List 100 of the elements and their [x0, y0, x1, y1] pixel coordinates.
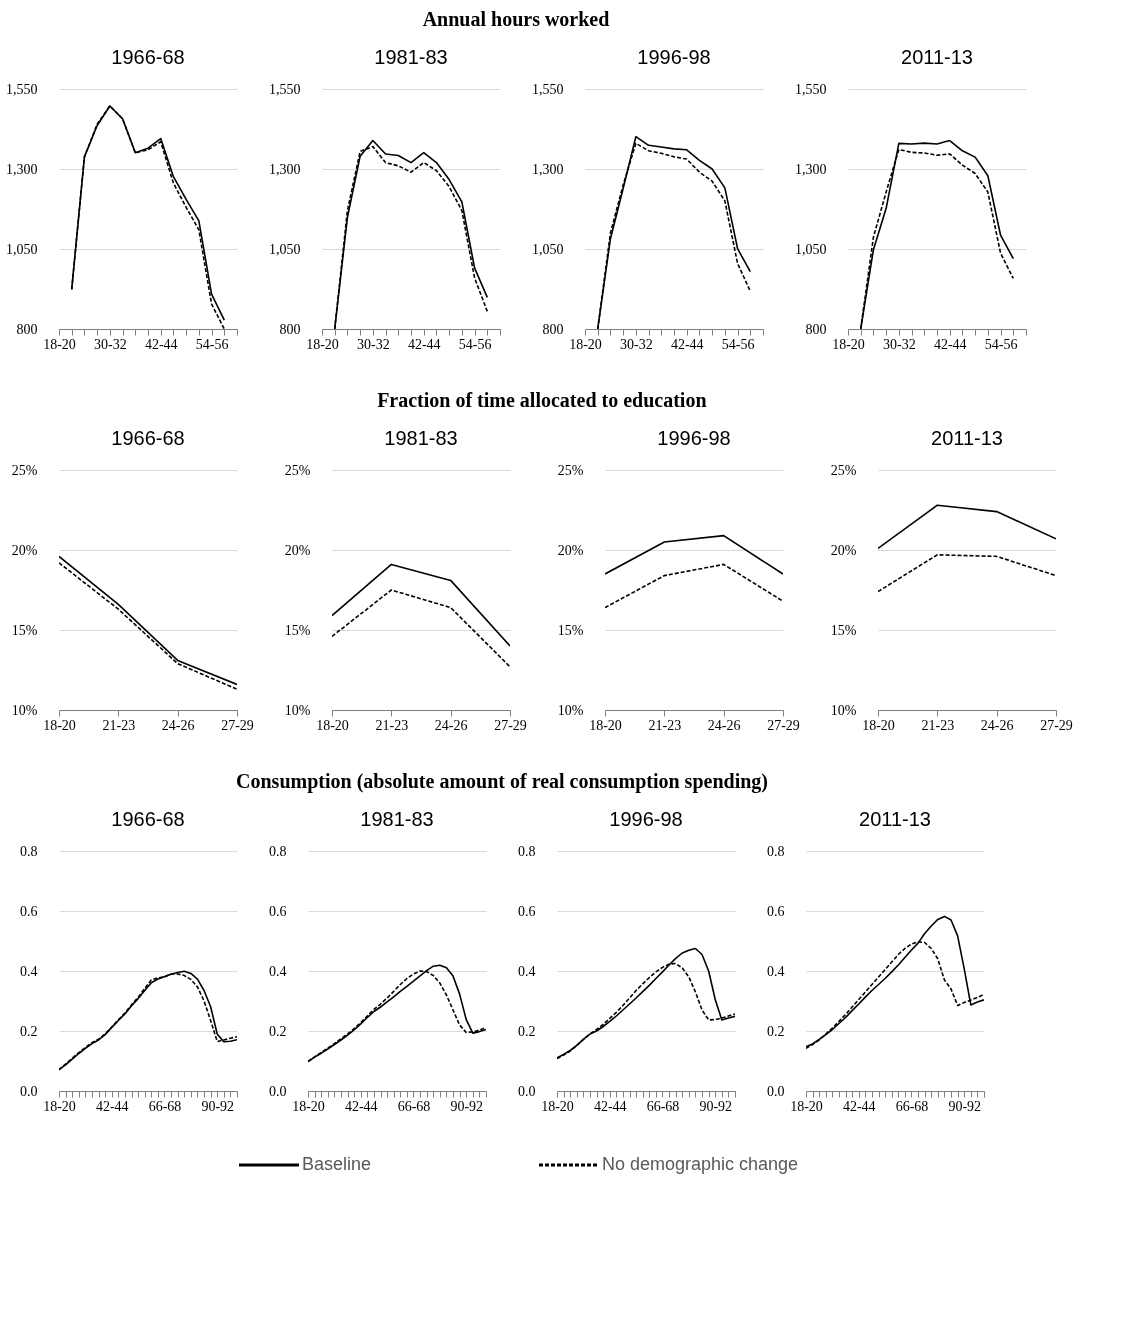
chart-title: 1981-83 — [374, 46, 448, 68]
x-tick-label: 27-29 — [767, 717, 800, 733]
y-tick-label: 1,050 — [795, 241, 827, 257]
x-tick-label: 18-20 — [541, 1098, 574, 1114]
y-tick-label: 1,550 — [269, 81, 301, 97]
chart-title: 1996-98 — [657, 427, 731, 449]
y-tick-label: 10% — [11, 702, 38, 718]
x-tick-label: 42-44 — [670, 336, 704, 352]
legend-label: Baseline — [302, 1154, 372, 1174]
y-tick-label: 0.6 — [269, 903, 287, 919]
y-tick-label: 0.0 — [269, 1083, 287, 1099]
y-tick-label: 15% — [830, 622, 857, 638]
y-tick-label: 1,050 — [269, 241, 301, 257]
y-tick-label: 800 — [542, 321, 564, 337]
y-tick-label: 25% — [11, 462, 38, 478]
y-tick-label: 20% — [11, 542, 38, 558]
x-tick-label: 30-32 — [883, 336, 916, 352]
x-tick-label: 42-44 — [407, 336, 441, 352]
chart-title: 1996-98 — [637, 46, 711, 68]
y-tick-label: 25% — [284, 462, 311, 478]
x-tick-label: 30-32 — [357, 336, 390, 352]
y-tick-label: 0.2 — [518, 1023, 536, 1039]
y-tick-label: 800 — [16, 321, 38, 337]
y-tick-label: 0.4 — [767, 963, 785, 979]
x-tick-label: 27-29 — [221, 717, 254, 733]
y-tick-label: 0.2 — [20, 1023, 38, 1039]
chart-title: 1981-83 — [384, 427, 458, 449]
y-tick-label: 10% — [557, 702, 584, 718]
y-tick-label: 1,300 — [795, 161, 827, 177]
x-tick-label: 42-44 — [144, 336, 178, 352]
y-tick-label: 20% — [284, 542, 311, 558]
x-tick-label: 42-44 — [933, 336, 967, 352]
chart-title: 2011-13 — [859, 808, 931, 830]
x-tick-label: 90-92 — [699, 1098, 733, 1114]
x-tick-label: 54-56 — [721, 336, 755, 352]
x-tick-label: 24-26 — [707, 717, 741, 733]
x-tick-label: 18-20 — [589, 717, 622, 733]
x-tick-label: 66-68 — [148, 1098, 182, 1114]
line-series — [605, 563, 783, 609]
x-tick-label: 21-23 — [921, 717, 955, 733]
x-tick-label: 42-44 — [344, 1098, 378, 1114]
y-tick-label: 1,550 — [532, 81, 564, 97]
x-tick-label: 90-92 — [201, 1098, 235, 1114]
y-tick-label: 0.8 — [767, 843, 785, 859]
x-tick-label: 54-56 — [984, 336, 1018, 352]
x-tick-label: 18-20 — [569, 336, 602, 352]
y-tick-label: 1,050 — [532, 241, 564, 257]
y-tick-label: 0.2 — [269, 1023, 287, 1039]
y-tick-label: 15% — [284, 622, 311, 638]
y-tick-label: 800 — [279, 321, 301, 337]
y-tick-label: 15% — [557, 622, 584, 638]
x-tick-label: 54-56 — [458, 336, 492, 352]
text: Fraction of time allocated to education — [377, 389, 707, 411]
x-tick-label: 42-44 — [842, 1098, 876, 1114]
y-tick-label: 1,300 — [532, 161, 564, 177]
x-tick-label: 21-23 — [102, 717, 136, 733]
y-tick-label: 1,550 — [6, 81, 38, 97]
x-tick-label: 21-23 — [375, 717, 409, 733]
line-series — [332, 563, 510, 647]
x-tick-label: 18-20 — [862, 717, 895, 733]
x-tick-label: 90-92 — [948, 1098, 982, 1114]
y-tick-label: 20% — [830, 542, 857, 558]
y-tick-label: 0.4 — [20, 963, 38, 979]
y-tick-label: 0.0 — [20, 1083, 38, 1099]
x-tick-label: 27-29 — [1040, 717, 1073, 733]
line-series — [878, 554, 1056, 593]
x-tick-label: 18-20 — [43, 717, 76, 733]
chart-title: 1966-68 — [111, 46, 185, 68]
y-tick-label: 0.6 — [767, 903, 785, 919]
y-tick-label: 1,300 — [269, 161, 301, 177]
x-tick-label: 24-26 — [434, 717, 468, 733]
y-tick-label: 0.0 — [518, 1083, 536, 1099]
x-tick-label: 18-20 — [43, 1098, 76, 1114]
y-tick-label: 0.4 — [518, 963, 536, 979]
y-tick-label: 25% — [830, 462, 857, 478]
x-tick-label: 90-92 — [450, 1098, 484, 1114]
x-tick-label: 42-44 — [593, 1098, 627, 1114]
y-tick-label: 0.8 — [20, 843, 38, 859]
x-tick-label: 42-44 — [95, 1098, 129, 1114]
x-tick-label: 54-56 — [195, 336, 229, 352]
y-tick-label: 1,300 — [6, 161, 38, 177]
x-tick-label: 30-32 — [620, 336, 653, 352]
y-tick-label: 1,550 — [795, 81, 827, 97]
y-tick-label: 15% — [11, 622, 38, 638]
chart-title: 2011-13 — [931, 427, 1003, 449]
x-tick-label: 24-26 — [980, 717, 1014, 733]
x-tick-label: 27-29 — [494, 717, 527, 733]
y-tick-label: 1,050 — [6, 241, 38, 257]
text: Annual hours worked — [422, 8, 610, 30]
y-tick-label: 10% — [830, 702, 857, 718]
y-tick-label: 25% — [557, 462, 584, 478]
text: Consumption (absolute amount of real consumption spending) — [236, 770, 768, 793]
x-tick-label: 30-32 — [94, 336, 127, 352]
x-tick-label: 66-68 — [397, 1098, 431, 1114]
y-tick-label: 10% — [284, 702, 311, 718]
chart-title: 1966-68 — [111, 427, 185, 449]
y-tick-label: 20% — [557, 542, 584, 558]
y-tick-label: 0.2 — [767, 1023, 785, 1039]
chart-title: 1981-83 — [360, 808, 434, 830]
line-series — [332, 589, 510, 668]
